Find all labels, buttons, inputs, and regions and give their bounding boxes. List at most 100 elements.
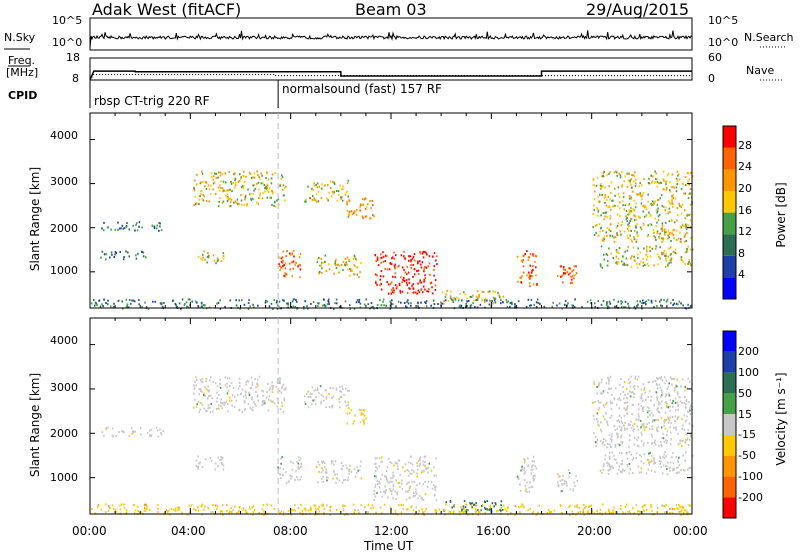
scatter-cell bbox=[677, 432, 679, 435]
scatter-cell bbox=[385, 489, 387, 491]
scatter-cell bbox=[678, 510, 680, 513]
scatter-cell bbox=[406, 483, 408, 486]
scatter-cell bbox=[630, 375, 633, 378]
scatter-cell bbox=[630, 183, 632, 186]
scatter-cell bbox=[609, 214, 612, 217]
scatter-cell bbox=[220, 180, 222, 183]
scatter-cell bbox=[408, 281, 411, 284]
scatter-cell bbox=[315, 388, 317, 391]
time-axis-label: Time UT bbox=[364, 539, 414, 553]
scatter-cell bbox=[676, 378, 678, 381]
scatter-cell bbox=[327, 300, 330, 303]
scatter-cell bbox=[370, 207, 372, 210]
scatter-cell bbox=[654, 462, 657, 464]
scatter-cell bbox=[412, 287, 415, 290]
scatter-cell bbox=[234, 186, 236, 189]
scatter-cell bbox=[222, 513, 224, 516]
scatter-cell bbox=[642, 505, 645, 508]
velocity-cbar-tick: -100 bbox=[738, 470, 763, 483]
scatter-cell bbox=[668, 233, 671, 236]
scatter-cell bbox=[200, 380, 203, 383]
scatter-cell bbox=[389, 461, 392, 464]
scatter-cell bbox=[466, 510, 468, 513]
scatter-cell bbox=[576, 505, 578, 508]
scatter-cell bbox=[502, 504, 505, 507]
scatter-cell bbox=[604, 454, 607, 457]
velocity-colorbar-cell bbox=[723, 351, 736, 373]
scatter-cell bbox=[573, 306, 576, 309]
freq-tick-top: 18 bbox=[66, 51, 80, 64]
scatter-cell bbox=[280, 462, 282, 465]
scatter-cell bbox=[657, 199, 659, 202]
scatter-cell bbox=[251, 383, 254, 386]
scatter-cell bbox=[424, 301, 426, 304]
scatter-cell bbox=[107, 505, 110, 508]
scatter-cell bbox=[231, 511, 233, 514]
scatter-cell bbox=[663, 421, 666, 424]
scatter-cell bbox=[339, 390, 341, 392]
scatter-cell bbox=[334, 260, 337, 263]
scatter-cell bbox=[492, 302, 494, 305]
scatter-cell bbox=[609, 464, 611, 467]
scatter-cell bbox=[660, 460, 662, 463]
scatter-cell bbox=[606, 401, 608, 404]
scatter-cell bbox=[200, 505, 203, 508]
scatter-cell bbox=[373, 215, 375, 218]
scatter-cell bbox=[627, 245, 629, 248]
scatter-cell bbox=[644, 391, 646, 394]
scatter-cell bbox=[415, 506, 417, 509]
scatter-cell bbox=[601, 378, 603, 381]
scatter-cell bbox=[156, 429, 159, 432]
scatter-cell bbox=[256, 378, 259, 381]
scatter-cell bbox=[278, 381, 281, 384]
scatter-cell bbox=[323, 507, 326, 510]
scatter-cell bbox=[321, 183, 323, 186]
scatter-cell bbox=[600, 421, 602, 424]
scatter-cell bbox=[619, 207, 621, 210]
scatter-cell bbox=[364, 207, 367, 210]
scatter-cell bbox=[427, 290, 430, 293]
scatter-cell bbox=[393, 464, 395, 467]
scatter-cell bbox=[682, 182, 684, 185]
scatter-cell bbox=[680, 510, 682, 513]
scatter-cell bbox=[481, 299, 483, 301]
nsky-label: N.Sky bbox=[4, 31, 36, 44]
scatter-cell bbox=[659, 386, 662, 389]
scatter-cell bbox=[506, 306, 509, 308]
scatter-cell bbox=[444, 299, 447, 302]
scatter-cell bbox=[571, 510, 574, 513]
scatter-cell bbox=[676, 401, 679, 404]
scatter-cell bbox=[634, 182, 637, 185]
scatter-cell bbox=[658, 237, 661, 240]
scatter-cell bbox=[511, 303, 513, 306]
scatter-cell bbox=[651, 204, 653, 207]
scatter-cell bbox=[691, 248, 694, 251]
scatter-cell bbox=[162, 430, 164, 432]
scatter-cell bbox=[143, 509, 146, 512]
scatter-cell bbox=[651, 510, 653, 513]
scatter-cell bbox=[661, 393, 664, 396]
scatter-cell bbox=[250, 408, 253, 411]
scatter-cell bbox=[160, 432, 162, 434]
scatter-cell bbox=[659, 402, 661, 405]
scatter-cell bbox=[610, 252, 612, 255]
scatter-cell bbox=[532, 464, 534, 467]
scatter-cell bbox=[421, 261, 424, 264]
scatter-cell bbox=[595, 435, 597, 438]
scatter-cell bbox=[342, 507, 345, 510]
scatter-cell bbox=[386, 255, 388, 258]
scatter-cell bbox=[568, 476, 571, 479]
power-cbar-tick: 16 bbox=[738, 204, 752, 217]
scatter-cell bbox=[523, 254, 526, 257]
power-ytick: 3000 bbox=[50, 175, 78, 188]
scatter-cell bbox=[358, 276, 360, 279]
scatter-cell bbox=[560, 275, 562, 278]
scatter-cell bbox=[687, 226, 689, 228]
scatter-cell bbox=[684, 217, 686, 220]
scatter-cell bbox=[410, 264, 412, 267]
scatter-cell bbox=[377, 264, 380, 267]
scatter-cell bbox=[270, 182, 273, 185]
scatter-cell bbox=[687, 401, 690, 404]
scatter-cell bbox=[469, 304, 472, 307]
scatter-cell bbox=[636, 233, 639, 236]
